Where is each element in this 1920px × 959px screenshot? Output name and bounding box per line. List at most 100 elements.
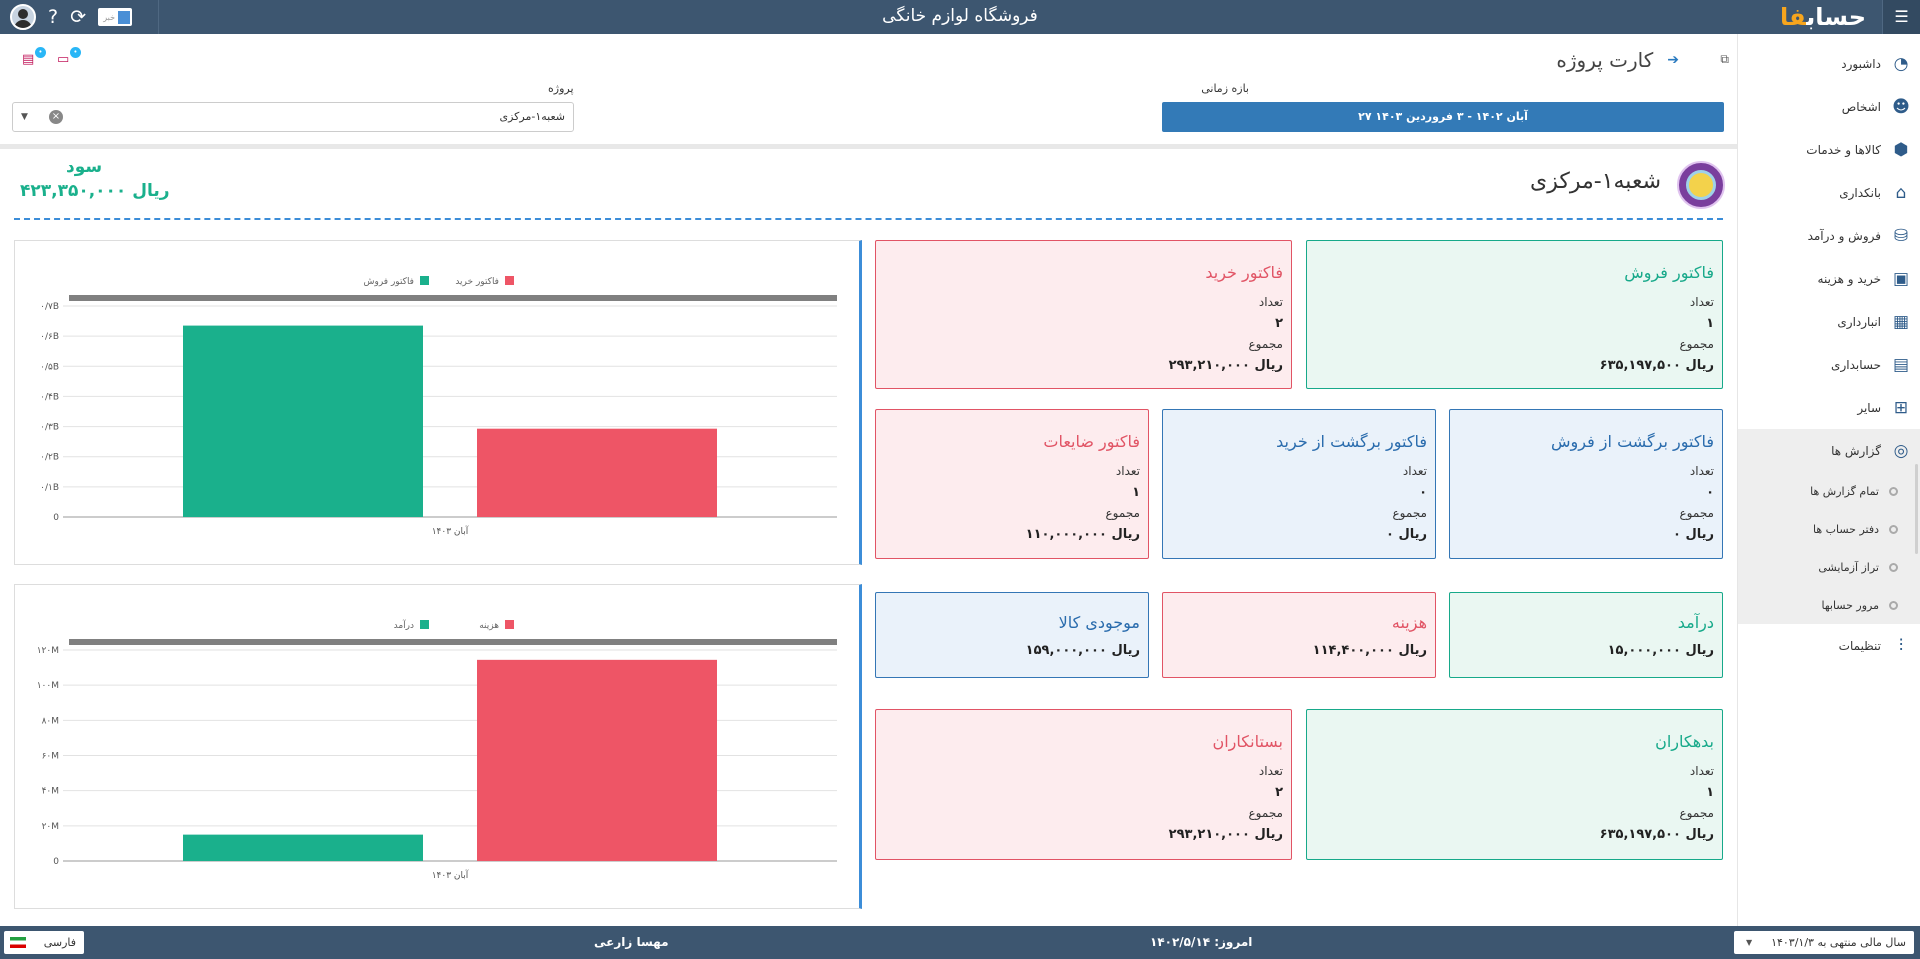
caret-down-icon[interactable]: ▼ [21,112,28,122]
legend-swatch[interactable] [420,276,429,285]
legend-label[interactable]: درآمد [394,619,414,631]
sidebar-item-accounting[interactable]: حسابداری ▤ [1738,343,1920,386]
sidebar-item-purchase[interactable]: خرید و هزینه ▣ [1738,257,1920,300]
legend-label[interactable]: فاکتور خرید [455,277,499,287]
total-value: ۱۵,۰۰۰,۰۰۰ ریال [1607,643,1714,658]
count-label: تعداد [1689,295,1714,309]
export-icon[interactable]: ⧉ [1720,52,1729,66]
legend-label[interactable]: فاکتور فروش [363,277,414,287]
notification-badge: • [35,47,46,58]
inventory-card[interactable]: موجودی کالا ۱۵۹,۰۰۰,۰۰۰ ریال [875,592,1149,678]
fiscal-year-select[interactable]: سال مالی منتهی به ۱۴۰۳/۱/۳ ▼ [1734,931,1914,954]
reports-submenu: تمام گزارش ها دفتر حساب ها تراز آزمایشی … [1738,472,1920,624]
message-icon[interactable]: ▭ • [57,47,81,70]
sidebar-item-products[interactable]: کالاها و خدمات ⬢ [1738,128,1920,171]
bar[interactable] [477,659,717,861]
total-value: ۶۳۵,۱۹۷,۵۰۰ ریال [1599,827,1714,842]
total-label: مجموع [1679,806,1714,820]
sidebar-item-label: سایر [1857,400,1881,415]
caret-down-icon: ▼ [1746,938,1753,947]
news-label: خبر [103,12,116,22]
y-tick-label: ۰/۵B [40,362,59,372]
people-icon: ☻ [1892,96,1910,117]
count-value: ۱ [1132,485,1140,500]
legend-swatch[interactable] [420,620,429,629]
total-label: مجموع [1105,506,1140,520]
bullet-icon [1889,562,1898,572]
business-title: فروشگاه لوازم خانگی [882,6,1038,26]
total-value: ۱۱۴,۴۰۰,۰۰۰ ریال [1312,643,1427,658]
total-label: مجموع [1392,506,1427,520]
submenu-item-label: دفتر حساب ها [1812,522,1879,536]
sidebar-item-banking[interactable]: بانکداری ⌂ [1738,171,1920,214]
x-tick-label: آبان ۱۴۰۳ [432,525,469,537]
submenu-item-all-reports[interactable]: تمام گزارش ها [1738,472,1920,510]
clear-icon[interactable]: × [49,110,63,124]
header-divider [0,144,1737,149]
app-logo[interactable]: حسابفا [1780,0,1867,34]
sidebar-item-settings[interactable]: تنظیمات ⫶ [1738,624,1920,667]
sales-invoice-card[interactable]: فاکتور فروش تعداد ۱ مجموع ۶۳۵,۱۹۷,۵۰۰ ری… [1306,240,1723,389]
notification-icon[interactable]: ▤ • [22,47,46,70]
today-date: امروز: ۱۴۰۲/۵/۱۴ [1150,935,1253,949]
sidebar-item-label: انبارداری [1837,314,1881,329]
count-label: تعداد [1258,295,1283,309]
purchase-return-card[interactable]: فاکتور برگشت از خرید تعداد ۰ مجموع ۰ ریا… [1162,409,1436,559]
bar[interactable] [477,428,717,517]
sidebar-item-misc[interactable]: سایر ⊞ [1738,386,1920,429]
project-avatar-icon [1677,161,1725,209]
expense-card[interactable]: هزینه ۱۱۴,۴۰۰,۰۰۰ ریال [1162,592,1436,678]
submenu-item-trial-balance[interactable]: تراز آزمایشی [1738,548,1920,586]
y-tick-label: ۲۰M [42,822,59,832]
fiscal-year-value: سال مالی منتهی به ۱۴۰۳/۱/۳ [1771,936,1906,949]
debtors-card[interactable]: بدهکاران تعداد ۱ مجموع ۶۳۵,۱۹۷,۵۰۰ ریال [1306,709,1723,860]
sidebar-item-people[interactable]: اشخاص ☻ [1738,85,1920,128]
sidebar-item-sales[interactable]: فروش و درآمد ⛁ [1738,214,1920,257]
ledger-icon: ▤ [1892,354,1910,375]
y-tick-label: ۱۰۰M [37,681,59,691]
sales-return-card[interactable]: فاکتور برگشت از فروش تعداد ۰ مجموع ۰ ریا… [1449,409,1723,559]
total-value: ۶۳۵,۱۹۷,۵۰۰ ریال [1599,358,1714,373]
bar[interactable] [183,325,423,517]
count-value: ۱ [1706,785,1714,800]
refresh-icon[interactable]: ⟳ [70,6,87,28]
income-card[interactable]: درآمد ۱۵,۰۰۰,۰۰۰ ریال [1449,592,1723,678]
project-select[interactable]: شعبه۱-مرکزی × ▼ [12,102,574,132]
creditors-card[interactable]: بستانکاران تعداد ۲ مجموع ۲۹۳,۲۱۰,۰۰۰ ریا… [875,709,1292,860]
invoices-chart-svg: فاکتور خرید فاکتور فروش 0 ۰/۱B ۰/۲B ۰/۳B ۰/۴B ۰… [40,276,837,537]
menu-toggle-icon[interactable]: ☰ [1882,0,1920,34]
bullet-icon [1889,600,1898,610]
language-label: فارسی [43,936,76,949]
submenu-item-ledger[interactable]: دفتر حساب ها [1738,510,1920,548]
card-title: فاکتور برگشت از خرید [1276,432,1427,451]
sidebar-item-label: حسابداری [1831,357,1881,372]
y-tick-label: ۰/۲B [40,453,59,463]
back-arrow-icon[interactable]: ➔ [1667,52,1679,68]
submenu-item-accounts-review[interactable]: مرور حسابها [1738,586,1920,624]
language-select[interactable]: فارسی [4,931,84,954]
legend-swatch[interactable] [505,276,514,285]
count-value: ۰ [1706,485,1714,500]
box-icon: ⬢ [1893,139,1909,160]
sidebar-scrollbar[interactable] [1915,464,1918,554]
y-tick-label: ۰/۴B [40,392,59,402]
user-avatar[interactable] [10,4,36,30]
card-title: موجودی کالا [1058,613,1140,632]
news-button[interactable]: خبر [98,8,133,26]
help-icon[interactable]: ? [48,6,59,28]
purchase-invoice-card[interactable]: فاکتور خرید تعداد ۲ مجموع ۲۹۳,۲۱۰,۰۰۰ ری… [875,240,1292,389]
y-tick-label: 0 [53,857,59,867]
legend-swatch[interactable] [505,620,514,629]
logo-word: حساب [1806,3,1867,31]
total-value: ۰ ریال [1673,527,1714,542]
waste-invoice-card[interactable]: فاکتور ضایعات تعداد ۱ مجموع ۱۱۰,۰۰۰,۰۰۰ … [875,409,1149,559]
legend-label[interactable]: هزینه [479,621,499,631]
sidebar-item-reports[interactable]: گزارش ها ◎ [1738,429,1920,472]
bar[interactable] [183,834,423,861]
period-picker-button[interactable]: ۲۷ آبان ۱۴۰۲ - ۳ فروردین ۱۴۰۳ [1162,102,1724,132]
y-tick-label: ۸۰M [42,716,59,726]
sidebar-item-dashboard[interactable]: داشبورد ◔ [1738,42,1920,85]
sidebar-item-warehouse[interactable]: انبارداری ▦ [1738,300,1920,343]
dashboard-icon: ◔ [1893,53,1909,74]
sidebar-item-label: داشبورد [1841,56,1881,71]
